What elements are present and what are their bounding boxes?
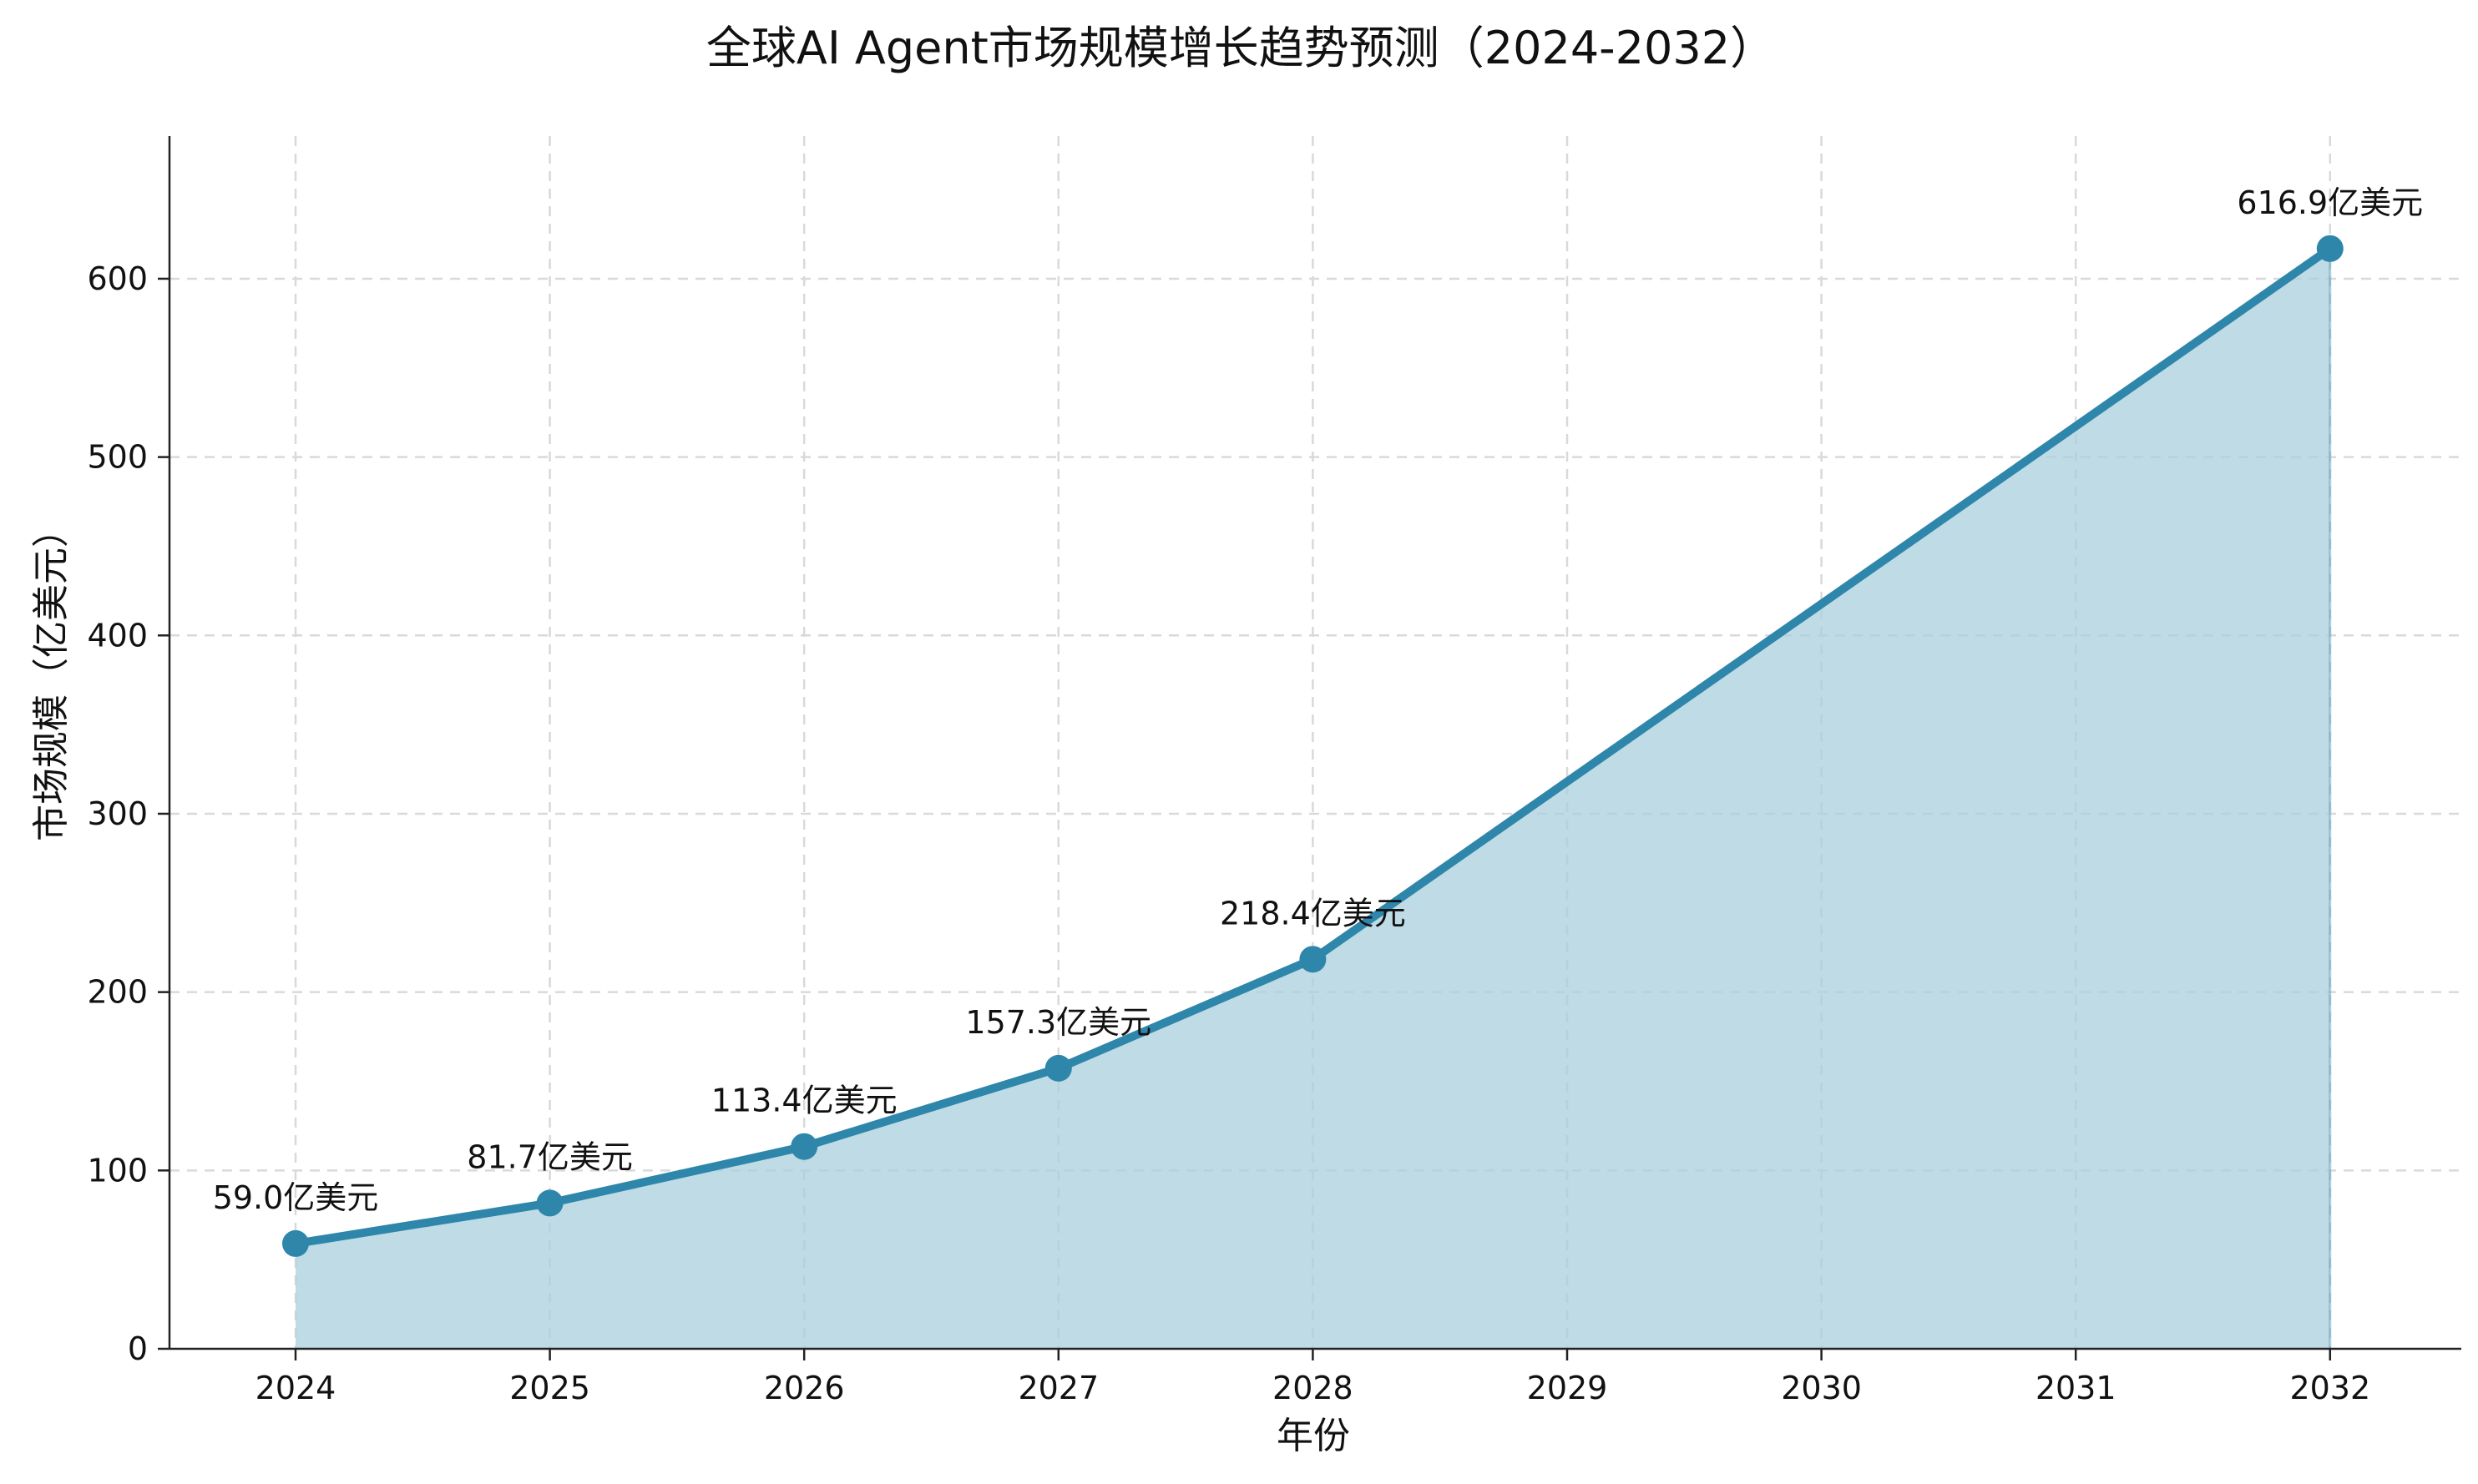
x-tick-label: 2024	[255, 1370, 336, 1406]
x-axis-label: 年份	[1277, 1415, 1350, 1457]
data-point	[1299, 946, 1327, 973]
data-label: 81.7亿美元	[467, 1138, 633, 1175]
axes: 0 100 200 300 400 500 600 2024 2025 2026 2027 2028 2…	[87, 136, 2461, 1406]
y-tick-label: 300	[87, 795, 148, 832]
data-point	[536, 1189, 564, 1217]
x-tick-label: 2027	[1018, 1370, 1099, 1406]
y-tick-label: 0	[128, 1330, 148, 1367]
data-label: 616.9亿美元	[2237, 184, 2423, 221]
y-tick-label: 500	[87, 439, 148, 476]
x-tick-label: 2031	[2036, 1370, 2116, 1406]
y-tick-label: 400	[87, 617, 148, 654]
data-labels: 59.0亿美元 81.7亿美元 113.4亿美元 157.3亿美元 218.4亿美元 61…	[213, 184, 2424, 1216]
points-layer	[282, 235, 2344, 1257]
x-tick-label: 2032	[2289, 1370, 2370, 1406]
x-tick-label: 2026	[764, 1370, 845, 1406]
y-tick-label: 200	[87, 974, 148, 1011]
data-point	[2316, 235, 2344, 262]
y-axis-label: 市场规模（亿美元）	[30, 511, 73, 841]
x-tick-label: 2029	[1527, 1370, 1608, 1406]
data-point	[791, 1133, 818, 1160]
y-tick-label: 600	[87, 260, 148, 297]
data-point	[282, 1229, 309, 1257]
area-layer	[296, 248, 2332, 1350]
series-area	[296, 248, 2330, 1350]
data-label: 157.3亿美元	[965, 1004, 1151, 1041]
data-point	[1044, 1054, 1072, 1082]
x-tick-label: 2028	[1272, 1370, 1353, 1406]
line-layer	[291, 244, 2334, 1248]
chart-title: 全球AI Agent市场规模增长趋势预测（2024-2032）	[706, 22, 1775, 74]
series-line	[291, 244, 2334, 1248]
x-tick-label: 2030	[1781, 1370, 1862, 1406]
y-tick-label: 100	[87, 1152, 148, 1189]
x-tick-label: 2025	[509, 1370, 590, 1406]
data-label: 218.4亿美元	[1220, 895, 1406, 931]
data-label: 59.0亿美元	[213, 1179, 379, 1216]
data-label: 113.4亿美元	[711, 1083, 898, 1119]
